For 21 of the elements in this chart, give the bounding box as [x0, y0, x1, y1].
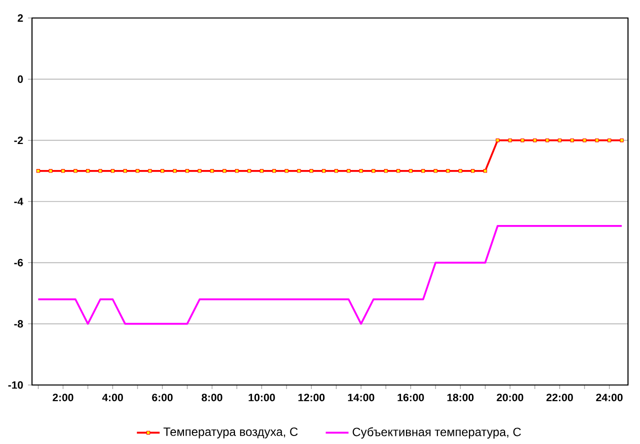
- x-tick-label: 14:00: [348, 394, 374, 402]
- x-tick-label: 2:00: [52, 394, 74, 402]
- x-tick-label: 22:00: [546, 394, 573, 402]
- legend-label: Субъективная температура, С: [352, 427, 521, 439]
- x-tick-label: 12:00: [298, 394, 325, 402]
- x-tick-label: 20:00: [496, 394, 524, 402]
- x-tick-label: 6:00: [152, 394, 173, 402]
- y-tick-label: 0: [18, 75, 23, 83]
- y-tick-label: -2: [14, 136, 23, 144]
- x-tick-label: 8:00: [202, 394, 222, 402]
- legend-label: Температура воздуха, С: [164, 428, 298, 438]
- x-tick-label: 18:00: [447, 394, 474, 402]
- y-tick-label: 2: [18, 14, 23, 22]
- y-tick-label: -8: [14, 320, 23, 328]
- x-tick-label: 24:00: [596, 394, 623, 402]
- y-tick-label: -10: [8, 381, 23, 389]
- x-tick-label: 10:00: [248, 394, 275, 402]
- x-tick-label: 4:00: [102, 394, 123, 402]
- y-tick-label: -4: [14, 198, 24, 206]
- x-tick-label: 16:00: [398, 394, 424, 402]
- y-tick-label: -6: [14, 258, 23, 266]
